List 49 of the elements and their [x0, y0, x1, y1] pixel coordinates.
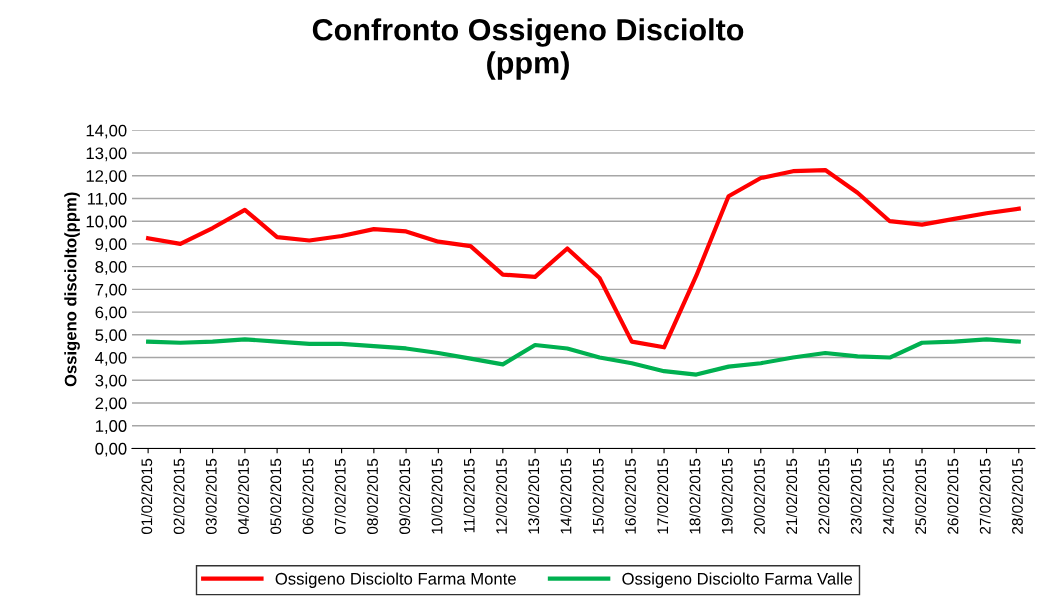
x-tick-label: 20/02/2015	[753, 458, 765, 534]
x-tick-label: 23/02/2015	[850, 458, 862, 534]
x-tick-label: 01/02/2015	[141, 458, 153, 535]
y-tick-label: 9,00	[95, 238, 127, 253]
x-tick-label: 18/02/2015	[689, 458, 701, 534]
x-tick-label: 22/02/2015	[818, 458, 830, 534]
x-tick-label: 12/02/2015	[495, 458, 507, 534]
legend-label: Ossigeno Disciolto Farma Monte	[275, 572, 516, 588]
y-tick-label: 3,00	[95, 374, 127, 389]
x-tick-label: 09/02/2015	[398, 458, 411, 535]
y-tick-label: 13,00	[86, 147, 127, 162]
x-tick-label: 24/02/2015	[882, 458, 894, 534]
y-tick-label: 1,00	[95, 420, 127, 434]
y-tick-label: 12,00	[86, 170, 127, 184]
x-tick-label: 11/02/2015	[463, 458, 475, 533]
x-tick-label: 17/02/2015	[656, 458, 669, 534]
y-tick-label: 2,00	[95, 397, 127, 412]
x-tick-label: 08/02/2015	[366, 458, 378, 535]
y-tick-label: 10,00	[86, 215, 127, 230]
x-tick-label: 27/02/2015	[979, 458, 991, 534]
x-tick-label: 25/02/2015	[914, 458, 927, 534]
x-tick-label: 21/02/2015	[785, 458, 798, 534]
y-axis-title: Ossigeno disciolto(ppm)	[64, 192, 80, 387]
x-tick-label: 04/02/2015	[237, 458, 249, 535]
x-tick-label: 13/02/2015	[527, 458, 540, 534]
x-tick-label: 16/02/2015	[624, 458, 636, 534]
y-tick-label: 8,00	[95, 261, 127, 275]
y-tick-label: 14,00	[86, 124, 127, 139]
x-tick-label: 28/02/2015	[1011, 458, 1023, 534]
x-tick-label: 06/02/2015	[302, 458, 314, 535]
x-tick-label: 26/02/2015	[947, 458, 959, 534]
x-tick-label: 02/02/2015	[173, 458, 185, 535]
y-tick-label: 7,00	[95, 283, 127, 298]
x-tick-label: 05/02/2015	[269, 458, 282, 535]
x-tick-label: 14/02/2015	[560, 458, 572, 534]
y-tick-label: 11,00	[87, 192, 127, 207]
y-tick-label: 4,00	[95, 351, 127, 366]
legend-label: Ossigeno Disciolto Farma Valle	[622, 572, 853, 588]
line-series	[146, 167, 1021, 350]
x-tick-label: 07/02/2015	[334, 458, 346, 535]
y-tick-label: 6,00	[95, 306, 127, 321]
y-tick-label: 5,00	[95, 329, 127, 343]
x-tick-label: 19/02/2015	[721, 458, 733, 534]
x-tick-label: 10/02/2015	[431, 458, 443, 534]
chart-title: Confronto Ossigeno Disciolto (ppm)	[312, 18, 744, 80]
x-tick-label: 03/02/2015	[205, 458, 217, 535]
y-tick-label: 0,00	[95, 442, 127, 457]
line-series	[146, 337, 1021, 377]
x-tick-label: 15/02/2015	[592, 458, 604, 534]
